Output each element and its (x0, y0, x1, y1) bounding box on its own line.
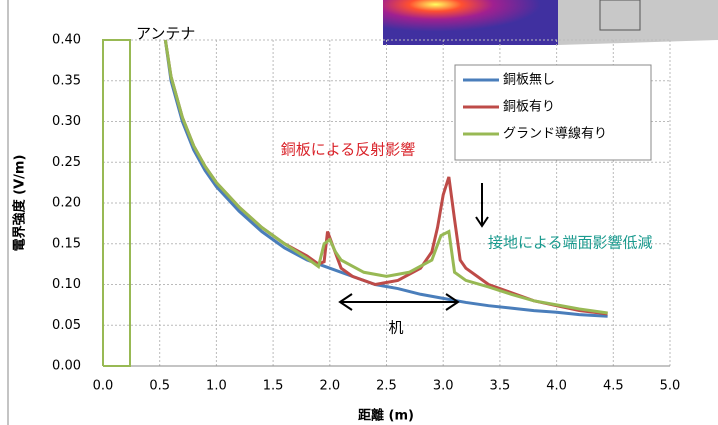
y-tick-label: 0.20 (52, 196, 81, 211)
arrows (340, 183, 488, 310)
x-tick-label: 3.5 (490, 379, 511, 394)
x-tick-label: 2.5 (376, 379, 397, 394)
y-tick-label: 0.30 (52, 114, 81, 129)
y-tick-label: 0.40 (52, 33, 81, 48)
x-tick-label: 3.0 (433, 379, 454, 394)
annotation: アンテナ (136, 25, 195, 43)
x-tick-label: 4.0 (546, 379, 567, 394)
annotation: 銅板による反射影響 (281, 141, 416, 159)
legend-label: 銅板無し (503, 73, 555, 88)
x-axis-label: 距離 (m) (358, 408, 414, 424)
inset-image (383, 0, 718, 45)
legend-label: 銅板有り (503, 100, 555, 115)
x-tick-label: 0.5 (149, 379, 170, 394)
x-tick-label: 5.0 (660, 379, 681, 394)
y-tick-label: 0.00 (52, 359, 81, 374)
x-tick-label: 0.0 (93, 379, 114, 394)
y-tick-label: 0.25 (52, 155, 81, 170)
y-tick-label: 0.15 (52, 236, 81, 251)
x-tick-label: 1.5 (263, 379, 284, 394)
chart: 電界強度 (V/m) 距離 (m) 0.00 0.05 0.10 0.15 0.20 0.… (0, 0, 718, 425)
y-tick-label: 0.10 (52, 277, 81, 292)
x-tick-label: 1.0 (206, 379, 227, 394)
y-tick-label: 0.05 (52, 318, 81, 333)
annotation: 接地による端面影響低減 (488, 234, 653, 252)
x-tick-label: 4.5 (603, 379, 624, 394)
annotation: 机 (388, 319, 403, 337)
y-tick-label: 0.35 (52, 73, 81, 88)
x-tick-label: 2.0 (319, 379, 340, 394)
legend-label: グランド導線有り (503, 126, 607, 142)
y-axis-label: 電界強度 (V/m) (12, 155, 28, 252)
